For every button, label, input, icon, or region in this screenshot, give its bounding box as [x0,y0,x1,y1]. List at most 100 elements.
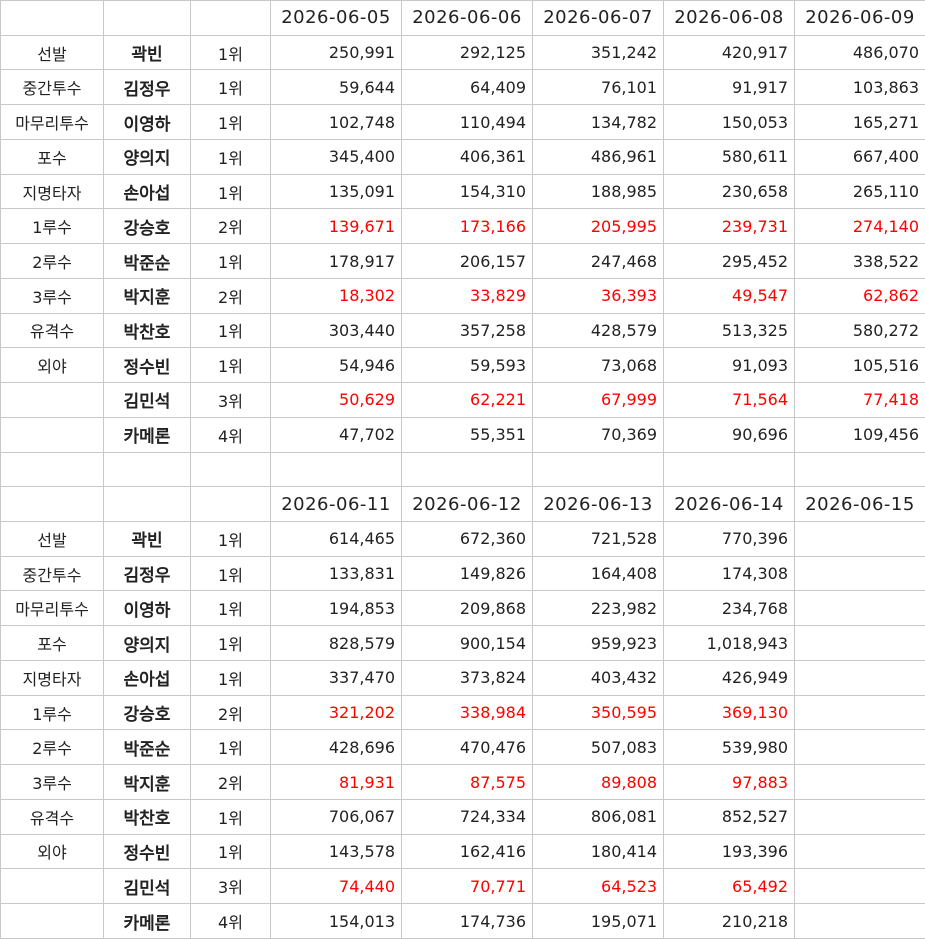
player-name: 정수빈 [103,833,191,870]
vote-count: 74,440 [270,868,402,905]
position: 3루수 [0,277,104,314]
vote-count: 539,980 [663,729,795,766]
vote-count: 338,522 [794,243,925,279]
position: 중간투수 [0,69,104,106]
vote-count: 806,081 [532,798,664,835]
table-row: 외야 정수빈 1위 54,946 59,593 73,068 91,093 105,516 [0,347,925,384]
rank: 1위 [190,104,271,140]
vote-count: 667,400 [794,138,925,175]
vote-count: 209,868 [401,590,533,627]
rank: 1위 [190,729,271,766]
vote-count: 62,221 [401,382,533,418]
player-name: 박지훈 [103,277,191,314]
vote-count [794,521,925,557]
date-header: 2026-06-08 [663,0,795,36]
vote-count [794,764,925,800]
vote-count: 18,302 [270,277,402,314]
vote-count: 62,862 [794,277,925,314]
table-row [0,451,925,488]
vote-count: 64,523 [532,868,664,905]
vote-count: 77,418 [794,382,925,418]
vote-count [794,903,925,939]
player-name: 양의지 [103,625,191,661]
position: 유격수 [0,312,104,349]
vote-count: 105,516 [794,347,925,384]
vote-count: 614,465 [270,521,402,557]
position [0,903,104,939]
vote-count [794,625,925,661]
rank: 1위 [190,625,271,661]
date-header: 2026-06-09 [794,0,925,36]
position: 중간투수 [0,555,104,592]
vote-count: 64,409 [401,69,533,106]
empty-cell [270,451,402,488]
vote-count: 49,547 [663,277,795,314]
vote-count: 91,093 [663,347,795,384]
position: 선발 [0,34,104,71]
vote-count: 706,067 [270,798,402,835]
vote-count: 70,369 [532,416,664,453]
vote-count: 193,396 [663,833,795,870]
vote-count: 195,071 [532,903,664,939]
player-name: 정수빈 [103,347,191,384]
vote-count: 149,826 [401,555,533,592]
vote-count: 70,771 [401,868,533,905]
table-row: 선발 곽빈 1위 250,991 292,125 351,242 420,917 486,07… [0,34,925,71]
vote-count: 470,476 [401,729,533,766]
rank: 1위 [190,138,271,175]
vote-count: 67,999 [532,382,664,418]
table-row: 포수 양의지 1위 345,400 406,361 486,961 580,611 667,4… [0,138,925,175]
vote-count: 486,070 [794,34,925,71]
empty-cell [190,486,271,523]
vote-count: 265,110 [794,173,925,210]
rank: 1위 [190,243,271,279]
vote-count: 143,578 [270,833,402,870]
vote-count: 194,853 [270,590,402,627]
vote-count: 357,258 [401,312,533,349]
empty-cell [0,0,104,36]
vote-count: 513,325 [663,312,795,349]
rank: 1위 [190,659,271,696]
date-header: 2026-06-07 [532,0,664,36]
date-header: 2026-06-06 [401,0,533,36]
date-header: 2026-06-13 [532,486,664,523]
vote-count: 135,091 [270,173,402,210]
empty-cell [103,486,191,523]
position: 포수 [0,138,104,175]
vote-count: 247,468 [532,243,664,279]
vote-count: 73,068 [532,347,664,384]
vote-count: 164,408 [532,555,664,592]
vote-count: 76,101 [532,69,664,106]
vote-count: 97,883 [663,764,795,800]
empty-cell [0,486,104,523]
rank: 2위 [190,694,271,731]
vote-count: 154,013 [270,903,402,939]
vote-count: 959,923 [532,625,664,661]
vote-count [794,555,925,592]
rank: 1위 [190,590,271,627]
vote-count: 178,917 [270,243,402,279]
vote-count [794,659,925,696]
rank: 1위 [190,555,271,592]
date-header: 2026-06-14 [663,486,795,523]
vote-count: 180,414 [532,833,664,870]
table-row: 유격수 박찬호 1위 303,440 357,258 428,579 513,325 580,… [0,312,925,349]
vote-count: 250,991 [270,34,402,71]
vote-count: 507,083 [532,729,664,766]
vote-count: 36,393 [532,277,664,314]
vote-count: 33,829 [401,277,533,314]
vote-count: 134,782 [532,104,664,140]
vote-count: 47,702 [270,416,402,453]
vote-count: 338,984 [401,694,533,731]
table-row: 2026-06-11 2026-06-12 2026-06-13 2026-06-14… [0,486,925,523]
vote-count: 81,931 [270,764,402,800]
player-name: 박찬호 [103,798,191,835]
player-name: 박지훈 [103,764,191,800]
vote-count: 210,218 [663,903,795,939]
vote-count: 351,242 [532,34,664,71]
table-row: 마무리투수 이영하 1위 194,853 209,868 223,982 234,768 [0,590,925,627]
vote-count: 721,528 [532,521,664,557]
position: 1루수 [0,208,104,245]
